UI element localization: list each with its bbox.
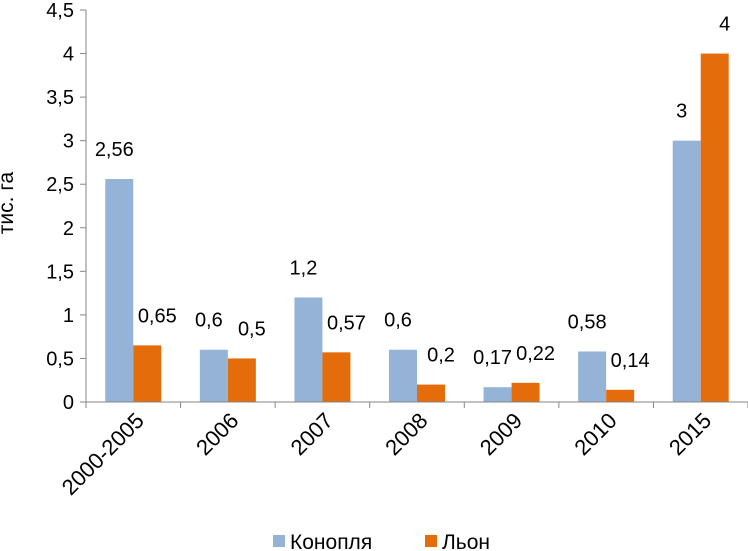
data-label: 0,5 — [238, 318, 266, 340]
bar-lon — [606, 389, 635, 402]
y-tick-label: 4,5 — [46, 0, 74, 22]
data-label: 0,2 — [427, 345, 455, 367]
bar-lon — [417, 384, 445, 402]
legend-swatch — [425, 535, 437, 547]
bar-lon — [511, 382, 540, 402]
bar-lon — [322, 352, 351, 402]
data-label: 0,65 — [138, 305, 177, 327]
y-tick-label: 4 — [63, 44, 74, 66]
data-label: 1,2 — [290, 257, 318, 279]
y-tick-label: 0 — [63, 392, 74, 414]
x-tick-label: 2009 — [475, 408, 527, 460]
bar-konoplia — [483, 387, 512, 402]
bar-konoplia — [578, 351, 607, 402]
data-label: 0,57 — [327, 312, 366, 334]
y-tick-label: 3,5 — [46, 87, 74, 109]
bar-lon — [133, 345, 162, 402]
data-label: 4 — [719, 14, 730, 36]
legend-label: Конопля — [290, 531, 372, 551]
bar-konoplia — [672, 140, 701, 402]
bar-konoplia — [389, 349, 417, 402]
bar-konoplia — [199, 349, 228, 402]
x-tick-label: 2015 — [664, 408, 716, 460]
bar-lon — [700, 53, 729, 403]
data-label: 0,6 — [384, 310, 412, 332]
x-tick-label: 2006 — [191, 408, 243, 460]
y-tick-label: 3 — [63, 131, 74, 153]
y-tick-label: 1 — [63, 305, 74, 327]
y-axis-title: тис. га — [0, 171, 18, 234]
legend: Конопля Льон — [273, 531, 490, 551]
data-label: 0,58 — [568, 311, 607, 333]
y-tick-label: 2,5 — [46, 174, 74, 196]
x-tick-label: 2000-2005 — [57, 408, 149, 500]
x-tick-label: 2007 — [286, 408, 338, 460]
legend-label: Льон — [442, 531, 490, 551]
y-tick-label: 2 — [63, 218, 74, 240]
data-label: 0,6 — [195, 310, 223, 332]
bar-konoplia — [294, 297, 323, 402]
axes — [85, 10, 748, 403]
x-tick-label: 2008 — [380, 408, 432, 460]
data-label: 0,22 — [516, 343, 555, 365]
data-label: 0,17 — [473, 347, 512, 369]
x-tick-label: 2010 — [569, 408, 621, 460]
data-label: 2,56 — [95, 139, 134, 161]
bars — [105, 53, 729, 403]
x-axis-ticks: 2000-2005 2006 2007 2008 2009 2010 2015 — [57, 402, 748, 500]
legend-swatch — [273, 535, 285, 547]
bar-lon — [227, 358, 256, 402]
data-label: 3 — [676, 101, 687, 123]
data-labels: 2,56 0,65 0,6 0,5 1,2 0,57 0,6 0,2 0,17 0,22 0,580… — [95, 14, 730, 372]
y-tick-label: 0,5 — [46, 348, 74, 370]
bar-konoplia — [105, 178, 134, 402]
y-tick-label: 1,5 — [46, 261, 74, 283]
data-label: 0,14 — [611, 350, 650, 372]
y-axis-ticks: 0 0,5 1 1,5 2 2,5 3 3,5 4 4,5 — [46, 0, 86, 414]
